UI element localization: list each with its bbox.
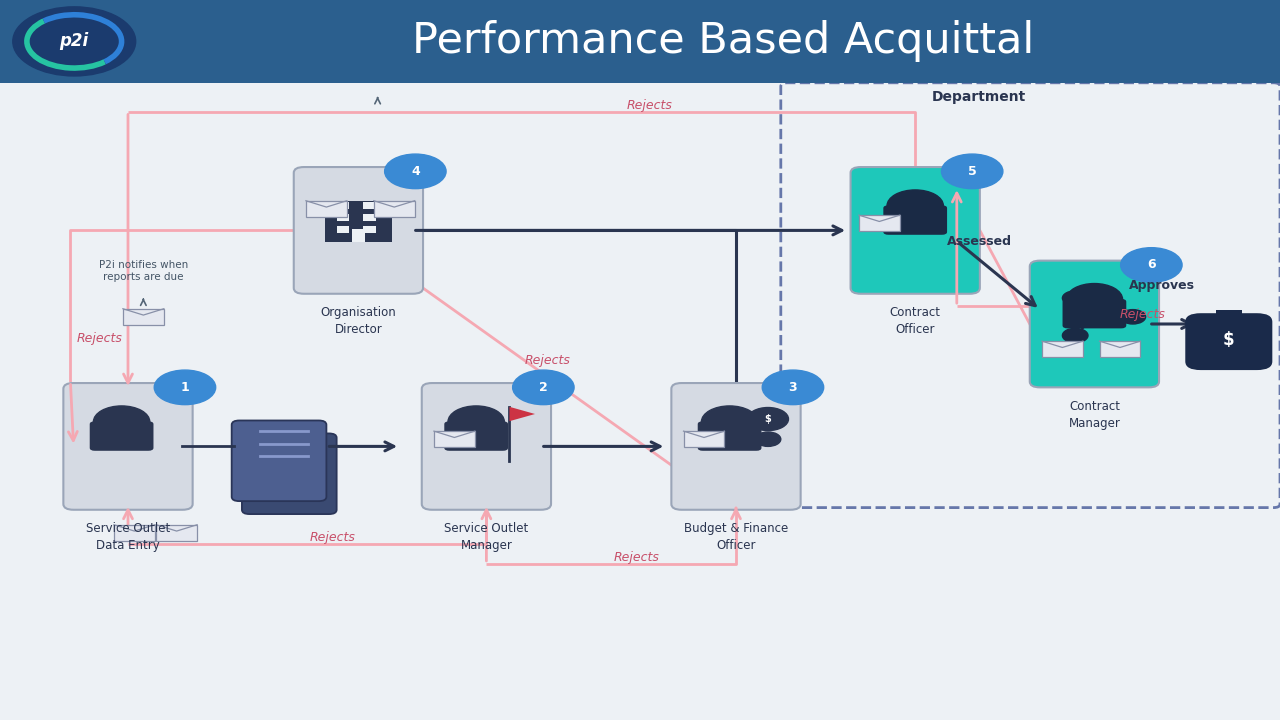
Circle shape — [448, 406, 504, 438]
Text: P2i notifies for
overdue reports: P2i notifies for overdue reports — [335, 58, 420, 81]
Circle shape — [1121, 248, 1183, 282]
FancyBboxPatch shape — [850, 167, 980, 294]
Circle shape — [1120, 310, 1146, 324]
Bar — [123, 309, 164, 325]
Bar — [114, 525, 155, 541]
Text: 3: 3 — [788, 381, 797, 394]
Circle shape — [1062, 291, 1088, 305]
Circle shape — [701, 406, 758, 438]
Text: Rejects: Rejects — [627, 99, 672, 112]
FancyBboxPatch shape — [325, 201, 392, 242]
Bar — [337, 226, 349, 233]
FancyBboxPatch shape — [64, 383, 193, 510]
Bar — [364, 214, 376, 221]
Text: Approves: Approves — [1129, 279, 1194, 292]
Bar — [859, 215, 900, 231]
Text: Contract
Manager: Contract Manager — [1069, 400, 1120, 430]
Circle shape — [155, 370, 216, 405]
Text: Rejects: Rejects — [310, 531, 356, 544]
Text: 4: 4 — [411, 165, 420, 178]
Text: Budget & Finance
Officer: Budget & Finance Officer — [684, 522, 788, 552]
FancyBboxPatch shape — [1029, 261, 1160, 387]
Text: 1: 1 — [180, 381, 189, 394]
Text: Service Outlet
Data Entry: Service Outlet Data Entry — [86, 522, 170, 552]
Circle shape — [755, 432, 781, 446]
Bar — [1100, 341, 1140, 357]
Bar — [374, 201, 415, 217]
Text: Department: Department — [932, 90, 1027, 104]
Bar — [306, 201, 347, 217]
Text: Rejects: Rejects — [614, 552, 659, 564]
Text: p2i: p2i — [60, 32, 88, 50]
FancyBboxPatch shape — [444, 421, 508, 451]
Circle shape — [942, 154, 1004, 189]
Bar — [1216, 310, 1242, 321]
Bar — [337, 202, 349, 209]
Text: $: $ — [764, 414, 772, 424]
Text: Contract
Officer: Contract Officer — [890, 306, 941, 336]
Text: Organisation
Director: Organisation Director — [320, 306, 397, 336]
FancyBboxPatch shape — [1062, 299, 1126, 328]
Circle shape — [748, 408, 788, 431]
Bar — [364, 226, 376, 233]
Text: 6: 6 — [1147, 258, 1156, 271]
Text: 5: 5 — [968, 165, 977, 178]
Text: Performance Based Acquittal: Performance Based Acquittal — [412, 20, 1034, 63]
Bar — [1042, 341, 1083, 357]
Circle shape — [762, 370, 824, 405]
Circle shape — [93, 406, 150, 438]
Bar — [434, 431, 475, 447]
Polygon shape — [509, 407, 535, 421]
Circle shape — [13, 7, 136, 76]
Text: Rejects: Rejects — [1120, 308, 1166, 321]
Bar — [337, 214, 349, 221]
Text: Rejects: Rejects — [525, 354, 570, 366]
Bar — [352, 229, 365, 242]
FancyBboxPatch shape — [698, 421, 762, 451]
FancyBboxPatch shape — [0, 0, 1280, 83]
Circle shape — [384, 154, 447, 189]
Text: Rejects: Rejects — [77, 332, 123, 345]
Bar — [156, 525, 197, 541]
FancyBboxPatch shape — [232, 420, 326, 501]
Text: Assessed: Assessed — [947, 235, 1011, 248]
Bar — [364, 202, 376, 209]
FancyBboxPatch shape — [1185, 313, 1272, 370]
Circle shape — [887, 190, 943, 222]
Circle shape — [1066, 284, 1123, 315]
FancyBboxPatch shape — [422, 383, 550, 510]
FancyBboxPatch shape — [90, 421, 154, 451]
Circle shape — [512, 370, 575, 405]
Text: 2: 2 — [539, 381, 548, 394]
FancyBboxPatch shape — [883, 205, 947, 235]
Text: Service Outlet
Manager: Service Outlet Manager — [444, 522, 529, 552]
FancyBboxPatch shape — [671, 383, 801, 510]
Circle shape — [1062, 328, 1088, 343]
Text: P2i notifies when
reports are due: P2i notifies when reports are due — [99, 260, 188, 282]
FancyBboxPatch shape — [242, 433, 337, 514]
Bar — [684, 431, 724, 447]
Text: $: $ — [1222, 331, 1235, 349]
FancyBboxPatch shape — [294, 167, 422, 294]
